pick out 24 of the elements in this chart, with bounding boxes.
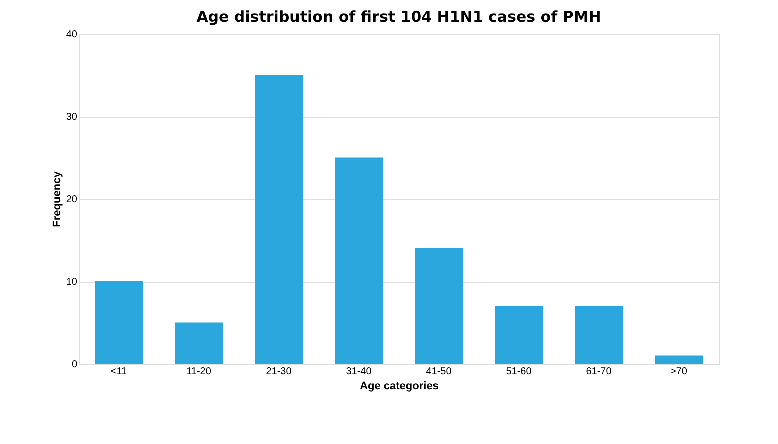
bar [175, 322, 223, 364]
x-tick-label: 31-40 [346, 366, 372, 378]
y-tick-label: 0 [72, 360, 78, 370]
x-axis-title: Age categories [360, 380, 439, 392]
bar [255, 75, 303, 364]
bar [95, 282, 143, 364]
bar [335, 158, 383, 364]
y-tick-label: 10 [66, 277, 78, 288]
bar [655, 356, 703, 364]
y-tick-label: 40 [66, 30, 78, 40]
x-tick-label: 21-30 [266, 366, 292, 378]
bar [415, 248, 463, 364]
x-tick-label: 11-20 [186, 366, 212, 378]
y-axis-title: Frequency [51, 170, 64, 228]
x-tick-label: 61-70 [586, 366, 612, 378]
y-tick-label: 20 [66, 194, 78, 206]
y-tick-label: 30 [66, 112, 78, 123]
x-tick-label: <11 [110, 366, 128, 378]
x-tick-label: 51-60 [506, 366, 532, 378]
x-tick-label: >70 [670, 366, 688, 378]
chart-title: Age distribution of first 104 H1N1 cases of PMH [196, 8, 602, 26]
bar [575, 306, 623, 364]
bar [495, 306, 543, 364]
x-tick-label: 41-50 [426, 366, 452, 378]
